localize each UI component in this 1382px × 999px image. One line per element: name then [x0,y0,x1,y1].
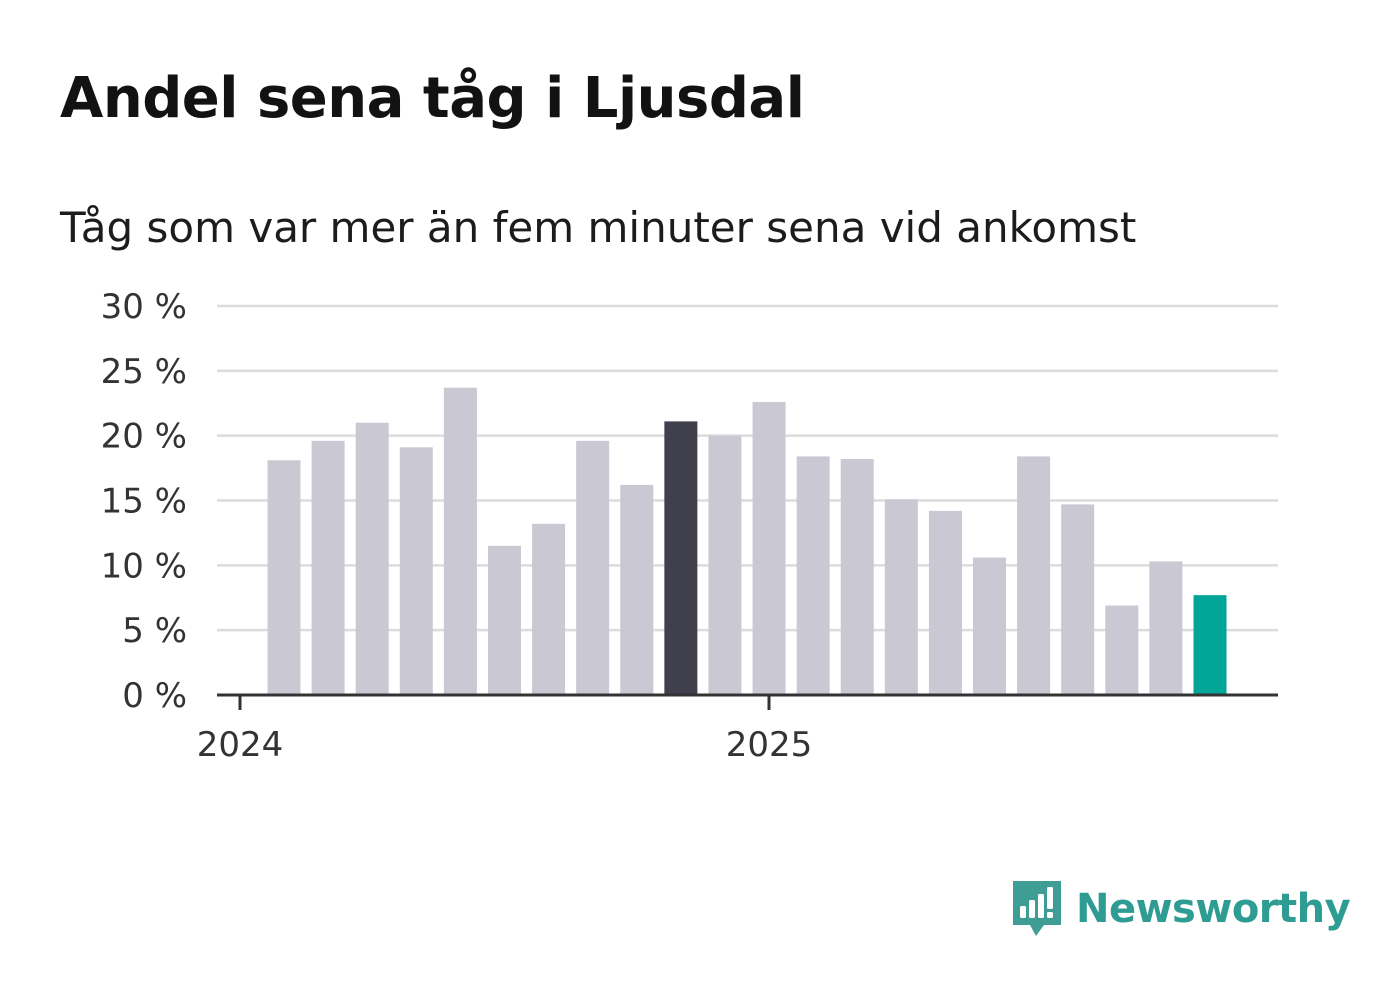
bar-2025-06 [1017,456,1051,695]
bar-2024-12 [752,401,786,695]
bar-2024-09 [620,484,654,695]
x-tick-label: 2025 [726,725,813,765]
bar-2025-02 [840,459,874,695]
y-tick-label: 15 % [101,482,187,522]
bar-2025-07 [1061,504,1095,695]
y-tick-label: 0 % [122,676,187,716]
x-tick-label: 2024 [197,725,284,765]
bar-2025-09 [1149,561,1183,695]
bar-2025-10 [1193,595,1227,695]
bar-2024-10 [664,421,698,695]
y-tick-label: 25 % [101,352,187,392]
bars [267,387,1227,695]
y-axis-labels: 0 % 5 % 10 % 15 % 20 % 25 % 30 % [101,287,187,716]
newsworthy-logo-icon [1013,881,1061,936]
bar-2025-04 [928,510,962,695]
bar-2024-03 [355,422,389,695]
y-tick-label: 30 % [101,287,187,327]
grid-lines [217,304,1278,632]
chart-subtitle: Tåg som var mer än fem minuter sena vid … [60,203,1137,252]
x-axis: 2024 2025 [197,693,1278,765]
bar-2025-08 [1105,605,1139,695]
bar-2025-01 [796,456,830,695]
bar-2024-05 [443,387,477,695]
logo-text: Newsworthy [1076,886,1351,932]
chart-title: Andel sena tåg i Ljusdal [60,66,805,131]
bar-2024-08 [576,440,610,695]
bar-2024-06 [487,545,521,695]
bar-2025-03 [884,499,918,695]
bar-2024-07 [532,523,566,695]
newsworthy-logo[interactable]: Newsworthy [1010,878,1351,940]
bar-2024-11 [708,435,742,695]
bar-2024-01 [267,460,301,695]
y-tick-label: 10 % [101,546,187,586]
bar-2024-02 [311,440,345,695]
bar-2025-05 [973,557,1007,695]
y-tick-label: 20 % [101,417,187,457]
y-tick-label: 5 % [122,611,187,651]
bar-2024-04 [399,447,433,695]
